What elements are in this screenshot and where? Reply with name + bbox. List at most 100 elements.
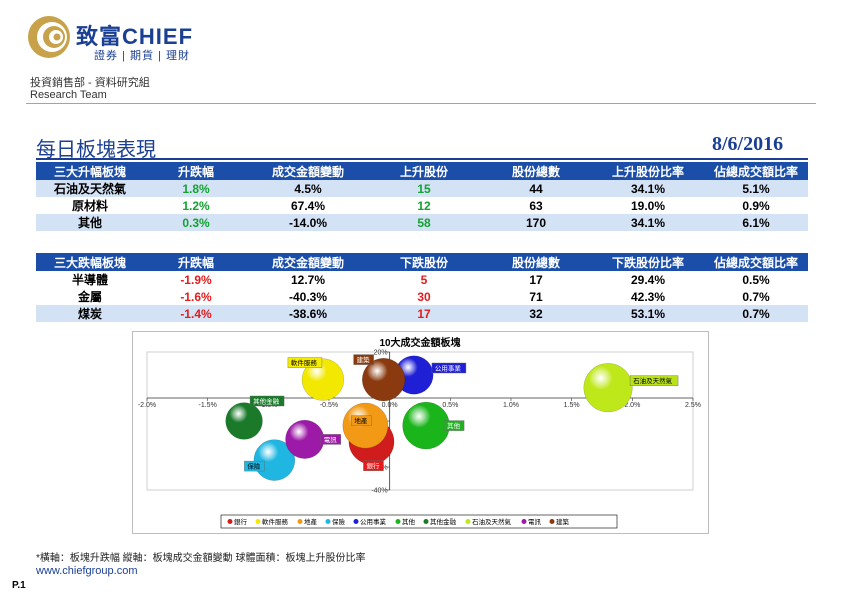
legend-entry: 建築 xyxy=(556,517,570,526)
legend-box xyxy=(220,514,618,529)
legend-marker xyxy=(549,519,555,524)
col-header: 升跌幅 xyxy=(144,162,248,180)
bubble-label-bg xyxy=(244,460,265,472)
brand-name-cn: 致富 xyxy=(76,24,123,49)
turnover-share: 0.7% xyxy=(704,305,808,322)
bubble-label: 地產 xyxy=(354,416,368,425)
sector-name: 其他 xyxy=(36,214,144,231)
legend-entry: 保險 xyxy=(332,517,346,526)
title-divider xyxy=(36,158,808,160)
bubble-label: 保險 xyxy=(247,462,261,471)
bubble-建築 xyxy=(362,358,406,402)
col-header: 下跌股份 xyxy=(368,253,480,271)
bubble-label-bg xyxy=(443,420,465,431)
table-header-row: 三大跌幅板塊 升跌幅 成交金額變動 下跌股份 股份總數 下跌股份比率 佔總成交額… xyxy=(36,253,808,271)
turnover-change: -38.6% xyxy=(248,305,368,322)
x-tick-label: 0.0% xyxy=(382,402,398,409)
chief-logo-icon xyxy=(28,16,70,58)
rising-stocks: 12 xyxy=(417,198,431,213)
col-header: 升跌幅 xyxy=(144,253,248,271)
legend-entry: 石油及天然氣 xyxy=(472,517,512,526)
bubble-label-bg xyxy=(320,434,341,445)
page-number: P.1 xyxy=(12,580,26,591)
falling-stocks: 30 xyxy=(417,289,431,304)
report-title: 每日板塊表現 xyxy=(36,137,156,161)
bubble-label: 其他金融 xyxy=(253,397,279,406)
col-header: 股份總數 xyxy=(480,253,592,271)
legend-marker xyxy=(255,519,261,524)
table-row: 煤炭 -1.4% -38.6% 17 32 53.1% 0.7% xyxy=(36,305,808,322)
bubble-石油及天然氣 xyxy=(583,363,633,413)
falling-ratio: 29.4% xyxy=(630,272,666,287)
turnover-share: 0.9% xyxy=(742,198,770,213)
report-date: 8/6/2016 xyxy=(712,133,784,155)
bubble-label-bg xyxy=(431,362,467,374)
legend-marker xyxy=(395,519,401,524)
top-gainers-table: 三大升幅板塊 升跌幅 成交金額變動 上升股份 股份總數 上升股份比率 佔總成交額… xyxy=(36,162,808,231)
x-tick-label: 2.5% xyxy=(685,402,701,409)
col-header: 佔總成交額比率 xyxy=(704,253,808,271)
change-pct: 1.8% xyxy=(144,180,248,197)
table-row: 其他 0.3% -14.0% 58 170 34.1% 6.1% xyxy=(36,214,808,231)
turnover-change: -14.0% xyxy=(248,214,368,231)
bubble-chart-svg: 10大成交金額板塊 -2.0%-1.5%-1.0%-0.5%0.0%0.5%1.… xyxy=(138,336,701,529)
bubble-label-bg xyxy=(287,357,323,368)
col-header: 三大升幅板塊 xyxy=(36,162,144,180)
legend-marker xyxy=(325,519,331,524)
y-tick-label: -40% xyxy=(371,488,387,495)
sector-name: 石油及天然氣 xyxy=(36,180,144,197)
legend-marker xyxy=(521,519,527,524)
legend-marker xyxy=(297,519,303,524)
rising-ratio: 34.1% xyxy=(592,214,704,231)
total-stocks: 44 xyxy=(480,180,592,197)
legend-marker xyxy=(227,519,233,524)
turnover-share: 0.5% xyxy=(742,272,770,287)
turnover-share: 6.1% xyxy=(704,214,808,231)
legend-entry: 公用事業 xyxy=(360,517,387,526)
x-tick-label: -1.5% xyxy=(199,402,217,409)
legend-entry: 其他金融 xyxy=(430,517,457,526)
col-header: 上升股份比率 xyxy=(592,162,704,180)
department-name: 投資銷售部 - 資料研究組 xyxy=(30,77,150,89)
company-logo: 致富CHIEF 證券 | 期貨 | 理財 xyxy=(26,14,246,62)
table-row: 金屬 -1.6% -40.3% 30 71 42.3% 0.7% xyxy=(36,288,808,305)
bubble-label-bg xyxy=(351,415,372,426)
bubble-label: 軟件服務 xyxy=(291,358,318,367)
brand-tagline: 證券 | 期貨 | 理財 xyxy=(94,50,190,62)
change-pct: -1.6% xyxy=(180,289,212,304)
sector-name: 半導體 xyxy=(71,273,108,287)
col-header: 佔總成交額比率 xyxy=(704,162,808,180)
falling-stocks: 17 xyxy=(368,305,480,322)
legend-marker xyxy=(465,519,471,524)
col-header: 上升股份 xyxy=(368,162,480,180)
rising-ratio: 19.0% xyxy=(630,198,666,213)
bubble-軟件服務 xyxy=(301,358,345,401)
turnover-share: 0.7% xyxy=(742,289,770,304)
bubble-label: 電訊 xyxy=(324,435,338,444)
total-stocks: 170 xyxy=(480,214,592,231)
website-link[interactable]: www.chiefgroup.com xyxy=(36,565,138,577)
sector-name: 金屬 xyxy=(77,290,102,304)
x-tick-label: 1.0% xyxy=(503,402,519,409)
col-header: 下跌股份比率 xyxy=(592,253,704,271)
legend-entry: 軟件服務 xyxy=(262,517,289,526)
bubble-label: 建築 xyxy=(357,355,371,364)
col-header: 股份總數 xyxy=(480,162,592,180)
falling-ratio: 53.1% xyxy=(592,305,704,322)
bubble-chart: 10大成交金額板塊 -2.0%-1.5%-1.0%-0.5%0.0%0.5%1.… xyxy=(132,331,709,534)
total-stocks: 71 xyxy=(529,289,543,304)
legend-entry: 地產 xyxy=(304,517,318,526)
x-tick-label: 2.0% xyxy=(624,402,640,409)
falling-stocks: 5 xyxy=(420,272,428,287)
turnover-change: 12.7% xyxy=(290,272,326,287)
turnover-change: -40.3% xyxy=(288,289,328,304)
bubble-其他 xyxy=(402,401,450,450)
legend-entry: 銀行 xyxy=(234,517,248,526)
change-pct: 1.2% xyxy=(182,198,210,213)
turnover-change: 67.4% xyxy=(290,198,326,213)
bubble-label-bg xyxy=(249,395,285,407)
x-tick-label: -2.0% xyxy=(138,402,156,409)
table-row: 半導體 -1.9% 12.7% 5 17 29.4% 0.5% xyxy=(36,271,808,288)
bubble-其他金融 xyxy=(225,402,263,440)
total-stocks: 63 xyxy=(529,198,543,213)
